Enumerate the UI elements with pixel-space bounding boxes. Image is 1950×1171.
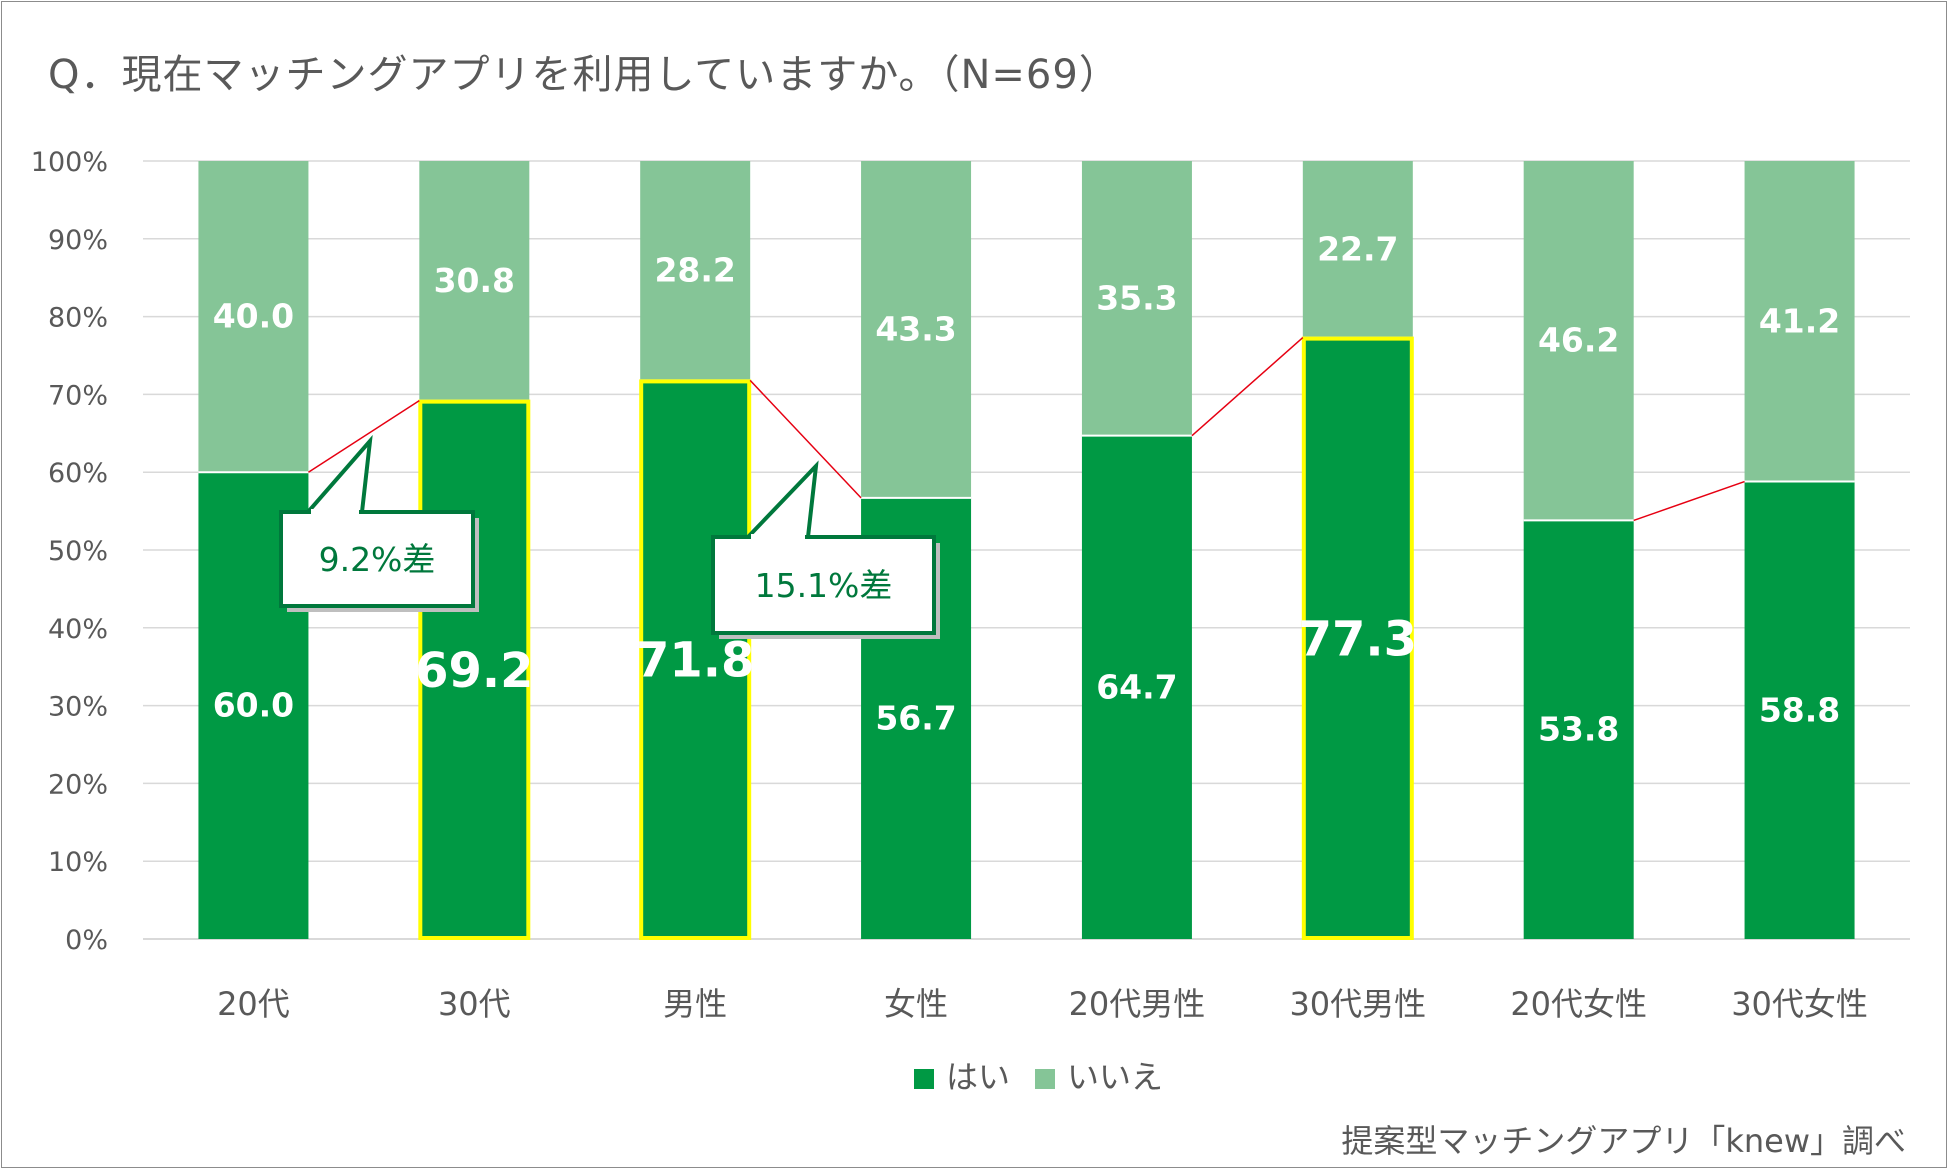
bar-yes: [1744, 481, 1855, 939]
bar-yes: [1302, 337, 1413, 940]
chart-title: Q．現在マッチングアプリを利用していますか。（N=69）: [48, 52, 1120, 98]
x-tick-label: 30代男性: [1289, 985, 1426, 1023]
bar-value-label-yes: 56.7: [875, 698, 956, 737]
bar-no: [1744, 161, 1855, 482]
callout-box: [279, 510, 475, 608]
bar-value-label-yes: 77.3: [1299, 611, 1417, 667]
connector-line: [749, 379, 862, 499]
highlight-frame: [639, 379, 752, 940]
legend-label-yes: はい: [946, 1058, 1010, 1096]
bar-no: [198, 161, 309, 473]
y-tick-label: 80%: [48, 303, 108, 334]
connector-line: [1633, 480, 1745, 522]
bar-yes: [640, 380, 751, 939]
callout-box: [711, 535, 936, 635]
bar-no: [1523, 161, 1634, 521]
callout-text: 15.1%差: [755, 566, 893, 605]
callout-text: 9.2%差: [319, 540, 436, 579]
x-tick-label: 男性: [663, 985, 727, 1023]
bar-value-label-no: 35.3: [1096, 278, 1177, 317]
connector-line: [308, 399, 420, 473]
legend-swatch-no: [1035, 1069, 1055, 1089]
y-tick-label: 10%: [48, 847, 108, 878]
legend-swatch-yes: [914, 1069, 934, 1089]
y-tick-label: 100%: [31, 147, 108, 178]
bar-value-label-yes: 53.8: [1538, 710, 1619, 749]
bar-yes: [419, 400, 530, 939]
callout-tail: [743, 460, 819, 539]
x-tick-label: 20代男性: [1069, 985, 1206, 1023]
y-tick-label: 30%: [48, 692, 108, 723]
x-tick-label: 30代: [438, 985, 511, 1023]
highlight-frame: [1301, 336, 1414, 940]
y-tick-label: 70%: [48, 380, 108, 411]
bar-value-label-yes: 64.7: [1096, 667, 1177, 706]
x-tick-label: 30代女性: [1731, 985, 1868, 1023]
bar-value-label-no: 46.2: [1538, 321, 1619, 360]
bar-no: [640, 161, 751, 381]
y-tick-label: 40%: [48, 614, 108, 645]
y-tick-label: 60%: [48, 458, 108, 489]
bar-no: [1302, 161, 1413, 338]
legend-label-no: いいえ: [1067, 1058, 1163, 1096]
bar-value-label-no: 28.2: [654, 251, 735, 290]
bar-value-label-yes: 71.8: [636, 633, 754, 689]
bar-yes: [1081, 435, 1192, 939]
y-tick-label: 50%: [48, 536, 108, 567]
bar-value-label-no: 43.3: [875, 309, 956, 348]
y-tick-label: 20%: [48, 769, 108, 800]
x-tick-label: 20代女性: [1510, 985, 1647, 1023]
bar-no: [861, 161, 972, 498]
y-tick-label: 90%: [48, 225, 108, 256]
source-note: 提案型マッチングアプリ「knew」調べ: [1341, 1122, 1906, 1160]
connector-line: [1191, 337, 1304, 437]
bar-value-label-yes: 69.2: [415, 643, 533, 699]
bar-no: [419, 161, 530, 401]
bar-value-label-no: 40.0: [213, 297, 294, 336]
y-tick-label: 0%: [65, 925, 108, 956]
bar-yes: [1523, 520, 1634, 939]
x-tick-label: 20代: [217, 985, 290, 1023]
bar-value-label-yes: 58.8: [1759, 690, 1840, 729]
bar-value-label-no: 30.8: [434, 261, 515, 300]
highlight-frame: [418, 399, 531, 940]
x-tick-label: 女性: [884, 985, 948, 1023]
bar-no: [1081, 161, 1192, 436]
bar-value-label-no: 22.7: [1317, 229, 1398, 268]
bar-value-label-no: 41.2: [1759, 301, 1840, 340]
bar-value-label-yes: 60.0: [213, 686, 294, 725]
